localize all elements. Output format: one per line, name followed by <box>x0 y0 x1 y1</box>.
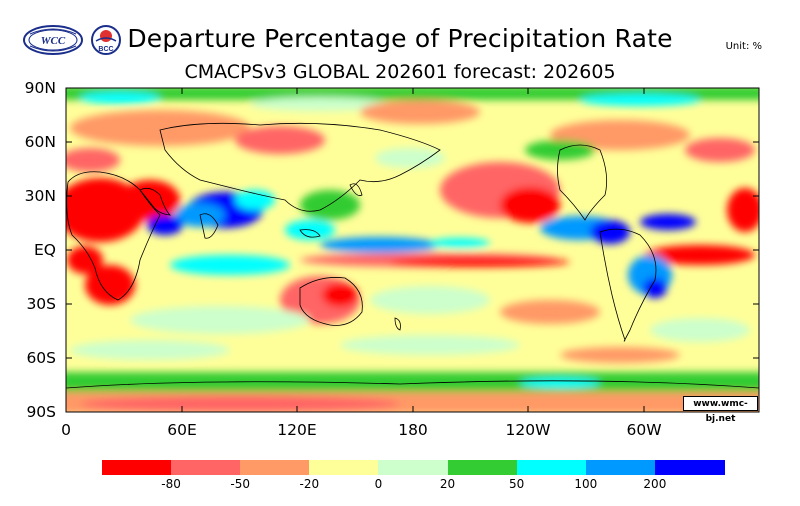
wcc-logo-text: WCC <box>41 35 66 47</box>
lon-label-180: 180 <box>398 421 428 439</box>
colorbar-swatch <box>378 460 449 475</box>
colorbar-label: 0 <box>374 477 383 491</box>
lat-label-eq: EQ <box>34 241 56 259</box>
lat-label-60n: 60N <box>24 133 56 151</box>
lon-label-60e: 60E <box>167 421 197 439</box>
colorbar-label: 200 <box>643 477 667 491</box>
colorbar-label: -80 <box>161 477 181 491</box>
colorbar-swatch <box>585 460 656 475</box>
wcc-logo: WCC <box>22 24 84 60</box>
colorbar-swatch <box>654 460 725 475</box>
bcc-logo: BCC <box>90 24 122 60</box>
colorbar-swatch <box>516 460 587 475</box>
colorbar-label: -20 <box>299 477 320 491</box>
colorbar-swatch <box>240 460 311 475</box>
colorbar-swatch <box>171 460 242 475</box>
colorbar-label: -50 <box>230 477 251 491</box>
lon-label-120e: 120E <box>277 421 317 439</box>
lon-label-60w: 60W <box>626 421 662 439</box>
lat-label-60s: 60S <box>26 349 56 367</box>
colorbar-label: 20 <box>439 477 456 491</box>
lat-label-30n: 30N <box>24 187 56 205</box>
watermark: www.wmc-bj.net <box>683 396 758 424</box>
lon-label-0: 0 <box>61 421 71 439</box>
lat-label-30s: 30S <box>26 295 56 313</box>
bcc-logo-text: BCC <box>98 46 113 53</box>
subtitle: CMACPSv3 GLOBAL 202601 forecast: 202605 <box>184 61 616 83</box>
precipitation-anomaly-field <box>66 88 759 412</box>
lon-label-120w: 120W <box>505 421 551 439</box>
colorbar-swatch <box>447 460 518 475</box>
unit-label: Unit: % <box>725 41 762 52</box>
lat-label-90n: 90N <box>24 79 56 97</box>
page-title: Departure Percentage of Precipitation Ra… <box>127 24 673 53</box>
colorbar-label: 50 <box>509 477 525 491</box>
axis-ticks <box>65 87 759 413</box>
colorbar-label: 100 <box>574 477 598 491</box>
coastlines <box>66 122 759 389</box>
lat-label-90s: 90S <box>26 403 56 421</box>
colorbar-swatch <box>102 460 172 475</box>
colorbar-swatch <box>309 460 380 475</box>
